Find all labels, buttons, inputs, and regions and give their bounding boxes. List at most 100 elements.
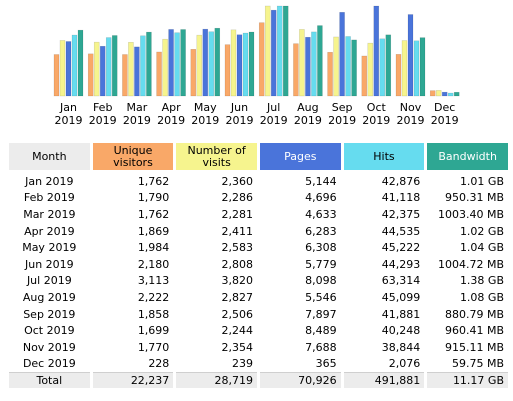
- row-month: Jul 2019: [26, 274, 72, 288]
- x-tick-label: 2019: [260, 114, 288, 127]
- x-tick-label: 2019: [191, 114, 219, 127]
- row-visits: 2,281: [221, 207, 253, 221]
- row-unique-visitors: 1,869: [137, 224, 170, 238]
- x-tick-label: 2019: [157, 114, 185, 127]
- x-tick-label: Nov: [400, 101, 422, 114]
- row-hits: 2,076: [388, 357, 421, 371]
- bar-bandwidth-2: [146, 31, 152, 97]
- row-month: May 2019: [22, 241, 77, 255]
- x-tick-label: 2019: [328, 114, 356, 127]
- row-pages: 365: [315, 357, 337, 371]
- bar-pages-3: [168, 29, 174, 97]
- bar-bandwidth-4: [214, 27, 221, 97]
- bar-hits-4: [208, 31, 215, 97]
- row-bandwidth: 950.31 MB: [444, 191, 504, 205]
- bar-bandwidth-1: [111, 35, 118, 97]
- bar-bandwidth-6: [282, 5, 289, 97]
- bar-visits-11: [435, 90, 442, 97]
- x-tick-label: Feb: [93, 101, 112, 114]
- bar-hits-0: [71, 34, 78, 97]
- x-tick-label: 2019: [226, 114, 254, 127]
- bar-bandwidth-7: [317, 25, 323, 97]
- bar-unique-visitors-11: [429, 90, 436, 97]
- row-hits: 42,876: [381, 174, 421, 188]
- table-row: Jul 2019 3,113 3,820 8,098 63,314 1.38 GB: [9, 273, 508, 290]
- bar-unique-visitors-4: [190, 49, 197, 97]
- bar-bandwidth-11: [453, 91, 460, 97]
- row-bandwidth: 1.02 GB: [459, 224, 504, 238]
- row-pages: 5,546: [305, 290, 337, 304]
- bar-hits-7: [311, 31, 317, 97]
- row-visits: 2,244: [221, 324, 253, 338]
- x-tick-label: Apr: [162, 101, 182, 114]
- table-row: Jan 2019 1,762 2,360 5,144 42,876 1.01 GB: [9, 170, 508, 190]
- row-visits: 2,827: [221, 290, 253, 304]
- table-row: Dec 2019 228 239 365 2,076 59.75 MB: [9, 356, 508, 373]
- row-pages: 8,098: [305, 274, 337, 288]
- bar-pages-1: [99, 45, 106, 97]
- row-hits: 41,881: [381, 307, 421, 321]
- bar-visits-6: [264, 5, 271, 97]
- bar-bandwidth-0: [77, 29, 84, 97]
- x-tick-label: 2019: [89, 114, 117, 127]
- total-pages: 70,926: [259, 372, 341, 389]
- row-month: Nov 2019: [22, 340, 76, 354]
- row-month: Mar 2019: [23, 207, 76, 221]
- bar-unique-visitors-7: [293, 43, 299, 97]
- total-bandwidth: 11.17 GB: [427, 372, 508, 389]
- row-visits: 2,506: [221, 307, 253, 321]
- row-hits: 44,535: [381, 224, 421, 238]
- bar-unique-visitors-5: [224, 44, 231, 97]
- row-hits: 40,248: [381, 324, 421, 338]
- total-hits: 491,881: [343, 372, 425, 389]
- x-tick-label: Jun: [230, 101, 248, 114]
- row-unique-visitors: 1,790: [137, 191, 170, 205]
- row-pages: 4,696: [305, 191, 337, 205]
- x-tick-label: Sep: [332, 101, 353, 114]
- bar-visits-2: [128, 42, 134, 97]
- row-unique-visitors: 1,762: [137, 207, 170, 221]
- bar-bandwidth-5: [248, 31, 255, 97]
- bar-pages-10: [407, 14, 414, 97]
- bar-unique-visitors-9: [361, 55, 368, 97]
- row-visits: 239: [231, 357, 253, 371]
- row-month: Apr 2019: [24, 224, 75, 238]
- x-tick-label: Mar: [127, 101, 148, 114]
- row-bandwidth: 1.01 GB: [459, 174, 504, 188]
- bar-pages-8: [339, 12, 345, 97]
- bar-visits-5: [230, 29, 237, 97]
- row-bandwidth: 880.79 MB: [444, 307, 504, 321]
- x-tick-label: Dec: [434, 101, 455, 114]
- bar-bandwidth-9: [385, 34, 392, 97]
- bar-unique-visitors-10: [395, 54, 402, 97]
- row-pages: 4,633: [305, 207, 337, 221]
- row-pages: 7,897: [305, 307, 337, 321]
- bar-unique-visitors-6: [258, 22, 265, 97]
- total-unique-visitors: 22,237: [92, 372, 174, 389]
- bar-hits-5: [242, 32, 249, 97]
- table-row: Mar 2019 1,762 2,281 4,633 42,375 1003.40 MB: [9, 206, 508, 223]
- table-row: Apr 2019 1,869 2,411 6,283 44,535 1.02 GB: [9, 223, 508, 240]
- bar-visits-7: [299, 29, 305, 97]
- row-pages: 7,688: [305, 340, 337, 354]
- bar-hits-10: [413, 40, 420, 97]
- row-hits: 63,314: [381, 274, 421, 288]
- bar-pages-0: [65, 41, 72, 97]
- bar-visits-0: [59, 40, 66, 97]
- x-tick-label: Jan: [59, 101, 77, 114]
- row-visits: 2,360: [221, 174, 253, 188]
- bar-visits-4: [196, 34, 203, 97]
- bar-unique-visitors-0: [53, 54, 60, 97]
- row-month: Jan 2019: [25, 174, 74, 188]
- table-row: Feb 2019 1,790 2,286 4,696 41,118 950.31 MB: [9, 190, 508, 207]
- row-unique-visitors: 1,699: [137, 324, 170, 338]
- row-visits: 2,411: [221, 224, 253, 238]
- header-month: Month: [9, 143, 90, 170]
- table-row: Nov 2019 1,770 2,354 7,688 38,844 915.11 MB: [9, 339, 508, 356]
- bar-hits-2: [140, 35, 146, 97]
- x-tick-label: 2019: [294, 114, 322, 127]
- table-row: Jun 2019 2,180 2,808 5,779 44,293 1004.72 MB: [9, 256, 508, 273]
- row-unique-visitors: 2,180: [137, 257, 170, 271]
- table-row: May 2019 1,984 2,583 6,308 45,222 1.04 GB: [9, 239, 508, 256]
- row-bandwidth: 1003.40 MB: [437, 207, 504, 221]
